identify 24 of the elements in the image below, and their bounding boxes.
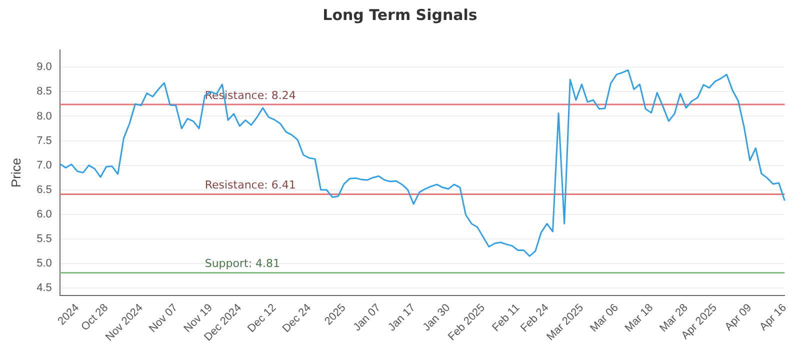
x-tick-label: Nov 07 (146, 302, 180, 335)
y-tick-label: 6.5 (36, 184, 52, 196)
y-tick-label: 7.0 (36, 159, 52, 172)
y-tick-label: 8.5 (36, 86, 52, 98)
x-tick-label: Mar 18 (622, 302, 656, 335)
y-tick-label: 5.5 (36, 232, 52, 245)
y-tick-label: 8.0 (36, 110, 52, 122)
chart-title: Long Term Signals (322, 6, 478, 24)
y-tick-label: 4.5 (36, 282, 52, 294)
x-tick-label: Dec 12 (246, 302, 279, 335)
y-tick-label: 5.0 (36, 258, 52, 270)
x-tick-label: Jan 07 (351, 302, 384, 334)
x-tick-label: Jan 30 (420, 302, 453, 334)
y-tick-label: 9.0 (36, 61, 52, 74)
x-tick-label: Dec 24 (280, 302, 314, 335)
y-axis-title: Price (8, 158, 24, 188)
y-tick-label: 7.5 (36, 134, 52, 147)
x-tick-label: Apr 09 (722, 302, 754, 334)
x-tick-label: Apr 16 (758, 302, 789, 334)
ref-line-label: Resistance: 6.41 (204, 178, 296, 192)
x-tick-label: Mar 06 (588, 302, 621, 335)
x-tick-label: Jan 17 (386, 302, 418, 334)
y-tick-label: 6.0 (36, 208, 52, 220)
ref-line-label: Support: 4.81 (204, 257, 280, 270)
